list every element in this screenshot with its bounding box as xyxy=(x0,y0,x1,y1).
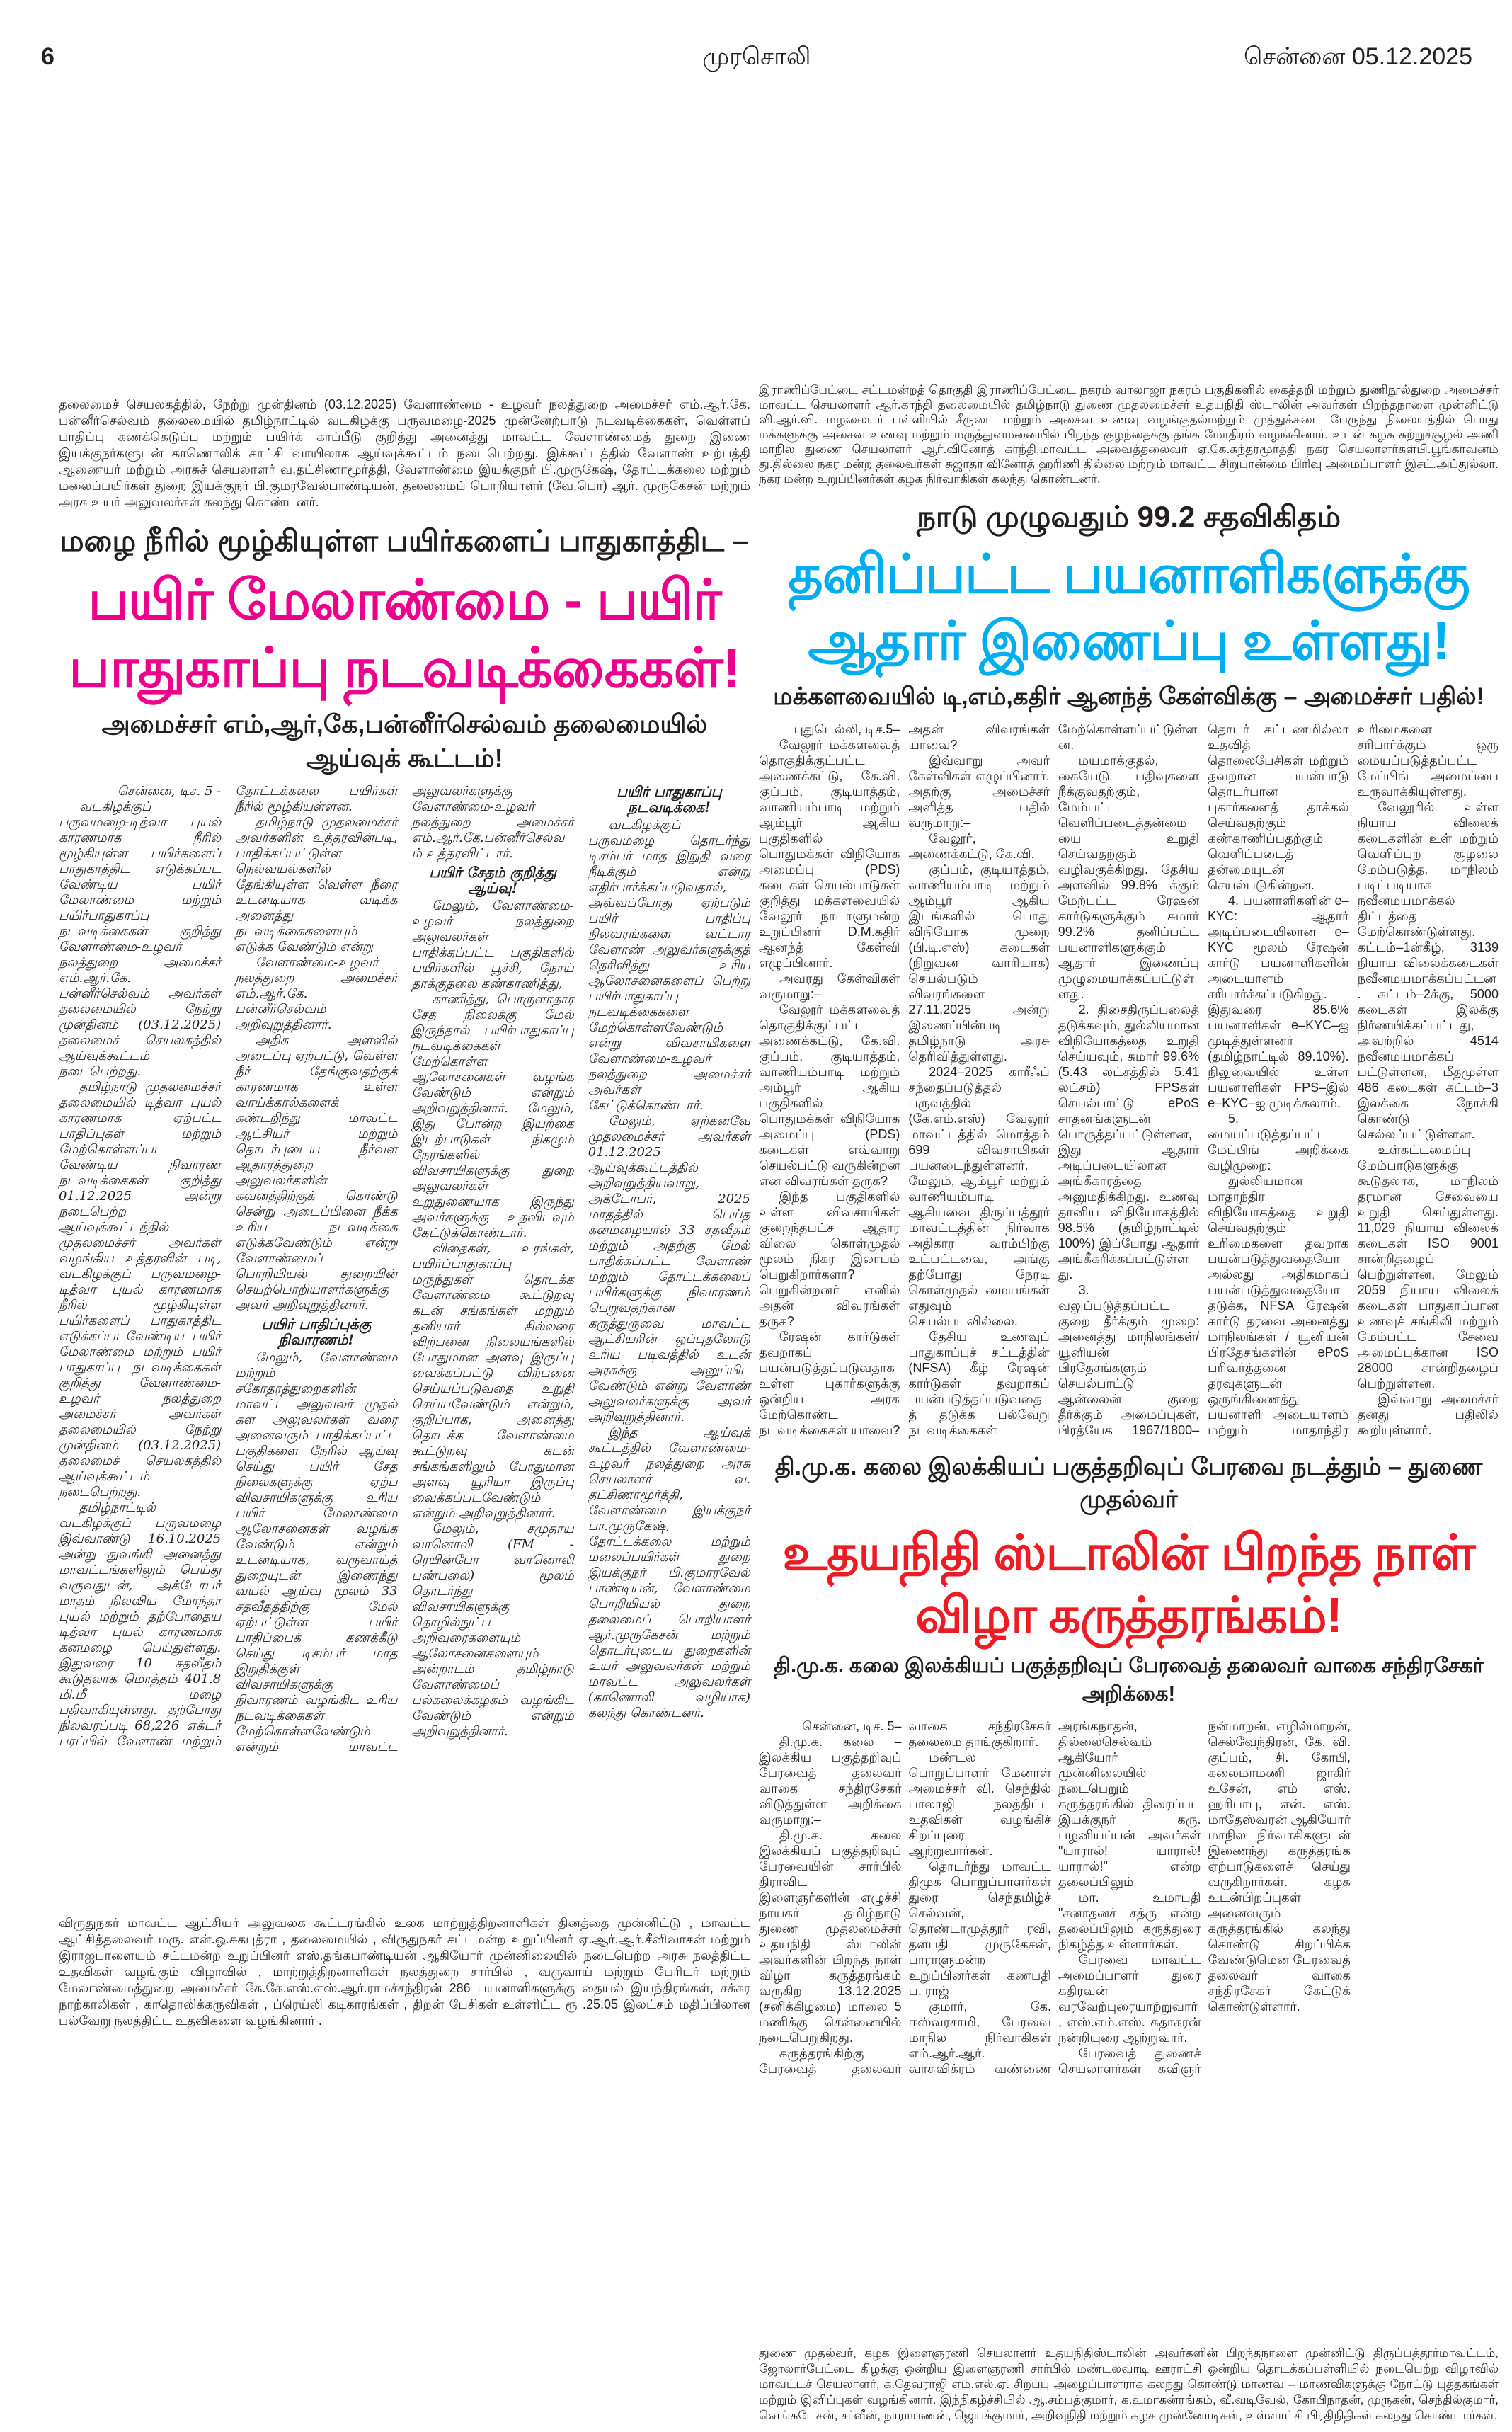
paragraph: கருத்தரங்கிற்கு பேரவைத் தலைவர் வாகை சந்த… xyxy=(759,1719,1051,2076)
paragraph: வேலூர் மக்களவைத் தொகுதிக்குட்பட்ட அணைக்க… xyxy=(759,1003,900,1188)
paragraph: இந்த பகுதிகளில் உள்ள விவசாயிகள் குறைந்தப… xyxy=(759,1189,900,1328)
left-article-kicker: மழை நீரில் மூழ்கியுள்ள பயிர்களைப் பாதுகா… xyxy=(59,524,750,557)
paragraph: மண்டல பொறுப்பாளர் மேனாள் அமைச்சர் வி. செ… xyxy=(908,1750,1052,1858)
left-article-headline: பயிர் மேலாண்மை - பயிர் பாதுகாப்பு நடவடிக… xyxy=(69,569,741,699)
issue-city: சென்னை xyxy=(1243,43,1346,70)
paragraph: வேலூர், அணைக்கட்டு, கே.வி. xyxy=(908,831,1035,861)
birthday-article-subhead: தி.மு.க. கலை இலக்கியப் பகுத்தறிவுப் பேரவ… xyxy=(774,1655,1484,1706)
photo-tirupattur-event xyxy=(759,2084,1499,2339)
paragraph: வடகிழக்குப் பருவமழை தொடர்ந்து டிசம்பர் ம… xyxy=(588,818,750,1113)
left-half: தலைமைச் செயலகத்தில், நேற்று முன்தினம் (0… xyxy=(59,78,750,2038)
crosshead: பயிர் பாதிப்புக்கு நிவாரணம்! xyxy=(261,1315,372,1348)
paragraph: மேலும், சமுதாய வானொலி (FM - ரெயின்போ வான… xyxy=(411,1522,574,1739)
paragraph: வேளாண்மை-உழவர் நலத்துறை அமைச்சர் எம்.ஆர்… xyxy=(235,955,398,1032)
paragraph: மேலும், வேளாண்மை-உழவர் நலத்துறை அலுவலர்க… xyxy=(411,898,574,991)
paragraph: அதிக அளவில் அடைப்பு ஏற்பட்டு, வெள்ள நீர்… xyxy=(235,1033,398,1313)
paragraph: துல்லியமான மாதாந்திர விநியோகத்தை உறுதி ச… xyxy=(1208,722,1499,1437)
paragraph: தமிழ்நாட்டில் வடகிழக்குப் பருவமழை இவ்வாண… xyxy=(59,784,398,1749)
photo-caption-tirupattur-event: துணை முதல்வர், கழக இளைஞரணி செயலாளர் உதயந… xyxy=(759,2346,1499,2422)
photo-agriculture-meeting xyxy=(59,78,750,389)
right-article-body: புதுடெல்லி, டிச.5– வேலூர் மக்களவைத் தொகு… xyxy=(759,721,1499,1438)
paragraph: பேரவைத் துணைச் செயலாளர்கள் கவிஞர் நன்மாற… xyxy=(1058,1719,1351,2076)
paragraph: மா. உமாபதி "சனாதனச் சத்ரு என்ற தலைப்பிலு… xyxy=(1058,1890,1201,1951)
photo-disability-welfare-event xyxy=(59,1766,750,1908)
birthday-article-headline: உதயநிதி ஸ்டாலின் பிறந்த நாள் விழா கருத்த… xyxy=(782,1525,1475,1643)
paragraph: 2024–2025 காரீஃப் சந்தைப்படுத்தல் பருவத்… xyxy=(908,1065,1050,1328)
photo-caption-disability-welfare-event: விருதுநகர் மாவட்ட ஆட்சியர் அலுவலக கூட்டர… xyxy=(59,1916,751,2028)
issue-date: சென்னை 05.12.2025 xyxy=(995,42,1472,71)
paragraph: தி.மு.க. கலை – இலக்கிய பகுத்தறிவுப் பேரவ… xyxy=(759,1735,902,1827)
birthday-article-dateline: சென்னை, டிச. 5– xyxy=(802,1719,902,1733)
paragraph: உள்கட்டமைப்பு மேம்பாடுகளுக்கு கூடுதலாக, … xyxy=(1357,1143,1499,1391)
right-article-kicker: நாடு முழுவதும் 99.2 சதவிகிதம் xyxy=(916,500,1341,533)
paragraph: வேலூரில் உள்ள நியாய விலைக் கடைகளின் உள் … xyxy=(1357,800,1499,1141)
paragraph: காணித்து, பொருளாதார சேத நிலைக்கு மேல் இர… xyxy=(411,992,574,1240)
paragraph: இந்த ஆய்வுக் கூட்டத்தில் வேளாண்மை-உழவர் … xyxy=(588,1425,750,1720)
paragraph: தேசிய உணவுப் பாதுகாப்புச் சட்டத்தின் (NF… xyxy=(908,722,1198,1437)
paragraph: ரேஷன் கார்டுகள் தவறாகப் பயன்படுத்தப்படுவ… xyxy=(759,722,1050,1437)
paragraph: தி.மு.க. கலை இலக்கியப் பகுத்தறிவுப் பேரவ… xyxy=(759,1828,902,2045)
birthday-article-body: சென்னை, டிச. 5– தி.மு.க. கலை – இலக்கிய ப… xyxy=(759,1718,1351,2077)
paragraph: விதைகள், உரங்கள், பயிர்ப்பாதுகாப்பு மருந… xyxy=(411,1241,574,1521)
page-number: 6 xyxy=(41,43,55,70)
left-article-subhead: அமைச்சர் எம்,ஆர்,கே,பன்னீர்செல்வம் தலைமை… xyxy=(101,709,708,772)
paragraph: மேலும், ஏற்கனவே முதலமைச்சர் அவர்கள் 01.1… xyxy=(588,1114,750,1425)
paragraph: 2. திசைதிருப்பலைத் தடுக்கவும், துல்லியமா… xyxy=(1058,1003,1200,1281)
right-article-dateline: புதுடெல்லி, டிச.5– xyxy=(794,722,900,736)
paragraph: இவ்வாறு அவர் கேள்விகள் எழுப்பினார். அதற்… xyxy=(908,753,1050,830)
paragraph: இவ்வாறு அமைச்சர் தனது பதிலில் கூறியுள்ளா… xyxy=(1357,1392,1499,1437)
photo-caption-ranipet-event: இராணிப்பேட்டை சட்டமன்றத் தொகுதி இராணிப்ப… xyxy=(759,383,1499,486)
paragraph: வேலூர் மக்களவைத் தொகுதிக்குட்பட்ட அணைக்க… xyxy=(759,738,900,970)
crosshead: பயிர் பாதுகாப்பு நடவடிக்கை! xyxy=(617,783,722,816)
paragraph: குமார், கே. ஈஸ்வரசாமி, பேரவை மாநில நிர்வ… xyxy=(908,1719,1201,2076)
paragraph: அவரது கேள்விகள் வருமாறு:– xyxy=(759,971,900,1001)
paragraph: பேரவை மாவட்ட அமைப்பாளர் துரை கதிரவன் வரவ… xyxy=(1058,1953,1201,2045)
page-body: தலைமைச் செயலகத்தில், நேற்று முன்தினம் (0… xyxy=(0,78,1512,2432)
right-article-headline: தனிப்பட்ட பயனாளிகளுக்கு ஆதார் இணைப்பு உள… xyxy=(788,544,1470,671)
paragraph: 4. பயனாளிகளின் e–KYC: ஆதார் அடிப்படையிலா… xyxy=(1208,894,1349,1110)
paper-name: முரசொலி xyxy=(702,43,811,70)
birthday-article-row: சென்னை, டிச. 5– தி.மு.க. கலை – இலக்கிய ப… xyxy=(759,1718,1499,2077)
paragraph: மயமாக்குதல், கையேடு பதிவுகளை நீக்குவதற்க… xyxy=(1058,753,1200,1001)
birthday-article-kicker: தி.மு.க. கலை இலக்கியப் பகுத்தறிவுப் பேரவ… xyxy=(774,1454,1483,1513)
paragraph: 3. வலுப்படுத்தப்பட்ட குறை தீர்க்கும் முற… xyxy=(1058,722,1349,1437)
paragraph: குப்பம், குடியாத்தம், வாணியம்பாடி மற்றும… xyxy=(908,862,1050,1063)
left-article-dateline: சென்னை, டிச. 5 - xyxy=(117,784,222,799)
paragraph: தமிழ்நாடு முதலமைச்சர் தலைமையில் டித்வா ப… xyxy=(59,1080,222,1500)
right-half: இராணிப்பேட்டை சட்டமன்றத் தொகுதி இராணிப்ப… xyxy=(759,78,1499,2432)
right-article-subhead: மக்களவையில் டி,எம்,கதிர் ஆனந்த் கேள்விக்… xyxy=(773,683,1484,710)
masthead: 6 முரசொலி சென்னை 05.12.2025 xyxy=(0,0,1512,78)
issue-date-value: 05.12.2025 xyxy=(1351,43,1472,70)
photo-caption-agriculture-meeting: தலைமைச் செயலகத்தில், நேற்று முன்தினம் (0… xyxy=(59,397,750,509)
paragraph: தொடர்ந்து மாவட்ட திமுக பொறுப்பாளர்கள் து… xyxy=(908,1859,1052,1998)
paragraph: மேலும், வேளாண்மை மற்றும் சகோதரத்துறைகளின… xyxy=(235,784,574,1754)
paragraph: 5. மையப்படுத்தப்பட்ட மேப்பிங் அறிக்கை வழ… xyxy=(1208,1112,1349,1172)
paragraph: வடகிழக்குப் பருவமழை-டித்வா புயல் காரணமாக… xyxy=(59,799,222,1079)
paragraph: தமிழ்நாடு முதலமைச்சர் அவர்களின் உத்தரவின… xyxy=(235,815,398,954)
photo-birthday-article-inset xyxy=(1358,1718,1499,1895)
left-article-body: சென்னை, டிச. 5 - வடகிழக்குப் பருவமழை-டித… xyxy=(59,784,750,1755)
crosshead: பயிர் சேதம் குறித்து ஆய்வு! xyxy=(429,864,556,896)
photo-ranipet-event xyxy=(759,78,1499,375)
